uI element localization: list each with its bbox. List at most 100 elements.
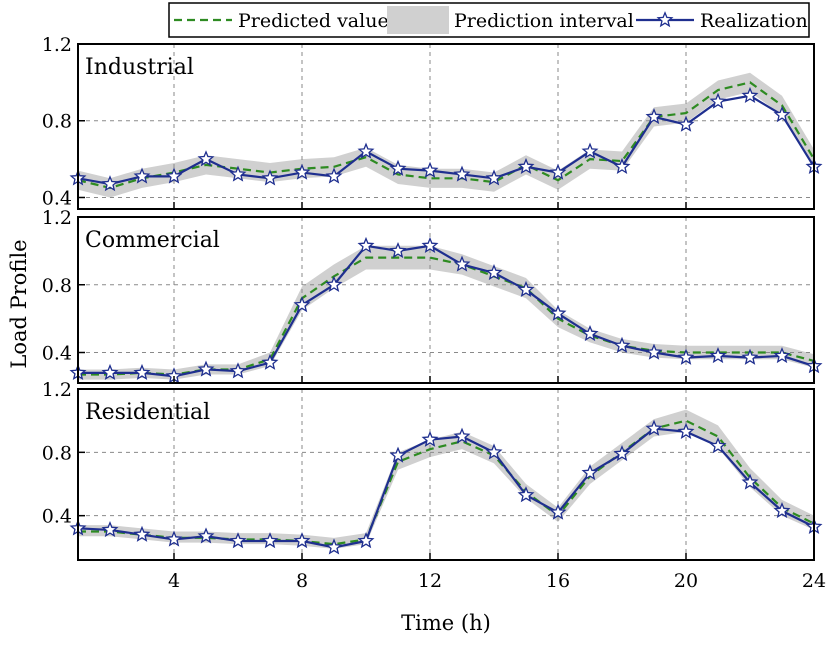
legend-realization-marker bbox=[656, 11, 674, 28]
realization-point bbox=[293, 163, 311, 180]
realization-point bbox=[357, 236, 375, 254]
realization-point bbox=[485, 443, 503, 460]
realization-point bbox=[453, 427, 471, 444]
prediction-interval-band bbox=[78, 245, 814, 380]
realization-point bbox=[517, 157, 535, 175]
y-tick-label: 1.2 bbox=[42, 34, 72, 56]
realization-point bbox=[517, 486, 535, 503]
x-tick-label: 20 bbox=[674, 570, 698, 592]
panel-commercial: 0.4 0.8 1.2 Commercial bbox=[42, 207, 823, 384]
realization-point bbox=[261, 353, 279, 370]
realization-point bbox=[293, 296, 311, 313]
realization-point bbox=[261, 532, 279, 549]
realization-point bbox=[133, 363, 151, 381]
x-tick-label: 24 bbox=[802, 570, 826, 592]
y-tick-label: 1.2 bbox=[42, 207, 72, 229]
realization-point bbox=[357, 142, 375, 159]
realization-point bbox=[453, 255, 471, 272]
panel-frame bbox=[77, 216, 815, 384]
y-tick-label: 0.8 bbox=[42, 275, 72, 297]
realization-point bbox=[549, 304, 567, 321]
legend-realization-label: Realization bbox=[700, 10, 808, 32]
realization-line bbox=[77, 427, 815, 549]
realization-point bbox=[645, 343, 663, 360]
realization-point bbox=[741, 348, 759, 365]
panel-residential: 0.4 0.8 1.2 Residential 4 8 12 16 20 24 bbox=[42, 379, 826, 592]
realization-point bbox=[613, 336, 631, 353]
x-axis-title: Time (h) bbox=[401, 611, 491, 635]
prediction-interval-band bbox=[78, 409, 814, 549]
legend-predicted-label: Predicted value bbox=[238, 10, 389, 32]
realization-point bbox=[229, 362, 247, 379]
realization-point bbox=[485, 263, 503, 281]
realization-point bbox=[197, 150, 215, 167]
prediction-interval-band bbox=[78, 72, 814, 198]
realization-point bbox=[677, 115, 695, 132]
realization-point bbox=[773, 501, 791, 519]
realization-point bbox=[613, 157, 631, 175]
y-tick-label: 0.4 bbox=[42, 187, 72, 209]
x-tick-label: 4 bbox=[168, 570, 180, 592]
realization-point bbox=[197, 527, 215, 544]
realization-point bbox=[581, 463, 599, 481]
realization-point bbox=[389, 446, 407, 463]
panel-frame bbox=[77, 388, 815, 561]
realization-point bbox=[229, 532, 247, 549]
y-tick-label: 0.8 bbox=[42, 442, 72, 464]
realization-point bbox=[453, 165, 471, 182]
realization-point bbox=[741, 473, 759, 490]
realization-point bbox=[421, 161, 439, 178]
realization-point bbox=[261, 169, 279, 186]
realization-point bbox=[677, 348, 695, 365]
realization-point bbox=[165, 167, 183, 184]
realization-point bbox=[581, 142, 599, 159]
panel-industrial: 0.4 0.8 1.2 Industrial bbox=[42, 34, 823, 210]
realization-point bbox=[325, 167, 343, 184]
legend-interval-label: Prediction interval bbox=[454, 10, 634, 32]
realization-point bbox=[773, 346, 791, 364]
realization-point bbox=[101, 175, 119, 192]
realization-point bbox=[229, 165, 247, 182]
realization-point bbox=[197, 360, 215, 377]
realization-line bbox=[77, 94, 815, 186]
realization-point bbox=[389, 241, 407, 259]
realization-point bbox=[389, 159, 407, 176]
x-tick-label: 12 bbox=[418, 570, 442, 592]
realization-point bbox=[613, 444, 631, 462]
realization-point bbox=[677, 422, 695, 439]
realization-point bbox=[645, 107, 663, 125]
realization-point bbox=[325, 275, 343, 292]
realization-point bbox=[357, 532, 375, 549]
panel-title: Residential bbox=[85, 400, 210, 425]
realization-point bbox=[549, 503, 567, 520]
y-tick-label: 1.2 bbox=[42, 379, 72, 401]
x-tick-label: 8 bbox=[296, 570, 308, 592]
x-tick-label: 16 bbox=[546, 570, 570, 592]
realization-point bbox=[133, 525, 151, 542]
realization-point bbox=[101, 520, 119, 538]
y-axis-title: Load Profile bbox=[7, 239, 31, 368]
realization-point bbox=[709, 92, 727, 109]
realization-point bbox=[549, 163, 567, 180]
legend-box bbox=[168, 2, 810, 38]
predicted-line bbox=[78, 81, 814, 190]
legend: Predicted value Prediction interval Real… bbox=[168, 2, 810, 38]
realization-point bbox=[101, 363, 119, 381]
y-tick-label: 0.4 bbox=[42, 343, 72, 365]
realization-point bbox=[741, 86, 759, 104]
realization-point bbox=[421, 430, 439, 447]
realization-point bbox=[165, 530, 183, 547]
y-tick-label: 0.4 bbox=[42, 506, 72, 528]
realization-point bbox=[709, 437, 727, 454]
realization-point bbox=[133, 167, 151, 184]
realization-point bbox=[293, 532, 311, 549]
panel-frame bbox=[77, 43, 815, 210]
realization-point bbox=[645, 419, 663, 436]
realization-point bbox=[485, 169, 503, 186]
realization-point bbox=[325, 538, 343, 555]
realization-point bbox=[517, 280, 535, 298]
realization-point bbox=[709, 346, 727, 364]
panel-title: Commercial bbox=[85, 228, 220, 253]
